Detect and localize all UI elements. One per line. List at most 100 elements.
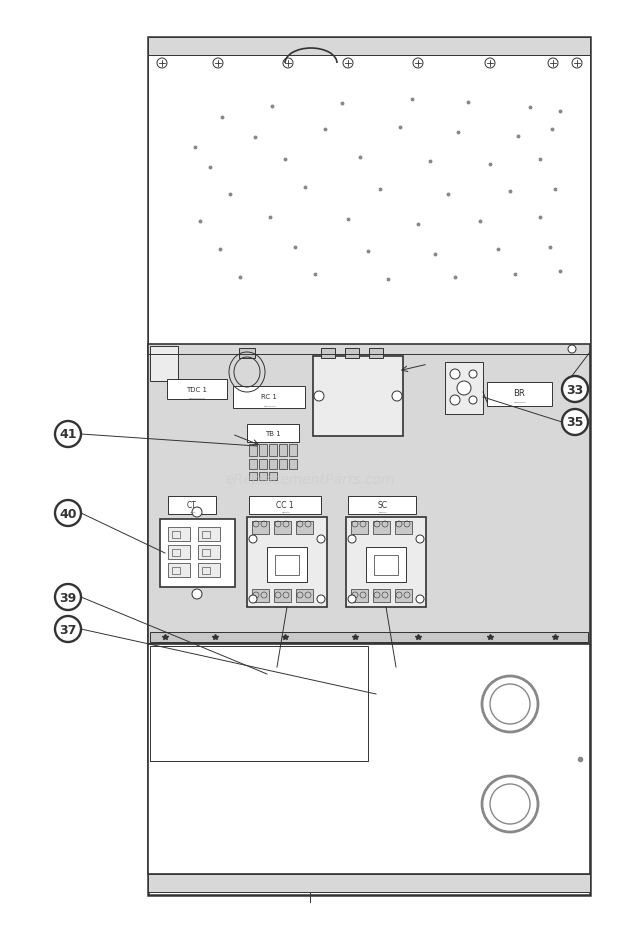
- Bar: [296, 522, 313, 535]
- Circle shape: [55, 500, 81, 526]
- Text: ________: ________: [188, 394, 205, 398]
- Bar: [259, 445, 267, 457]
- Bar: [369, 349, 383, 358]
- Text: ___: ___: [189, 509, 195, 512]
- Bar: [252, 522, 269, 535]
- Bar: [202, 567, 210, 574]
- Bar: [198, 527, 220, 541]
- Bar: [249, 496, 321, 514]
- Circle shape: [55, 421, 81, 447]
- Circle shape: [317, 596, 325, 603]
- Text: TDC 1: TDC 1: [187, 387, 208, 393]
- Bar: [168, 527, 190, 541]
- Circle shape: [348, 596, 356, 603]
- Bar: [279, 459, 287, 470]
- Circle shape: [482, 776, 538, 832]
- Circle shape: [343, 59, 353, 69]
- Bar: [259, 472, 267, 481]
- Text: 37: 37: [60, 623, 77, 636]
- Text: SC: SC: [377, 500, 387, 509]
- Bar: [445, 363, 483, 415]
- Circle shape: [249, 596, 257, 603]
- Text: TB 1: TB 1: [265, 431, 281, 436]
- Bar: [366, 548, 406, 583]
- Bar: [198, 563, 220, 577]
- Circle shape: [450, 369, 460, 380]
- Bar: [373, 589, 390, 602]
- Bar: [168, 563, 190, 577]
- Circle shape: [213, 59, 223, 69]
- Bar: [148, 874, 590, 892]
- Bar: [274, 589, 291, 602]
- Bar: [395, 522, 412, 535]
- Bar: [296, 589, 313, 602]
- Bar: [249, 472, 257, 481]
- Circle shape: [568, 345, 576, 354]
- Text: ______: ______: [513, 398, 525, 403]
- Bar: [269, 472, 277, 481]
- Bar: [168, 546, 190, 560]
- Circle shape: [562, 409, 588, 435]
- Circle shape: [416, 596, 424, 603]
- Circle shape: [469, 396, 477, 405]
- Circle shape: [283, 59, 293, 69]
- Circle shape: [157, 59, 167, 69]
- Bar: [168, 496, 216, 514]
- Bar: [252, 589, 269, 602]
- Text: eReplacementParts.com: eReplacementParts.com: [225, 472, 395, 486]
- Bar: [172, 567, 180, 574]
- Bar: [148, 38, 590, 895]
- Circle shape: [55, 616, 81, 642]
- Circle shape: [392, 392, 402, 402]
- Bar: [148, 38, 590, 56]
- Circle shape: [572, 59, 582, 69]
- Text: RC 1: RC 1: [261, 393, 277, 400]
- Bar: [233, 387, 305, 408]
- Bar: [167, 380, 227, 400]
- Bar: [239, 349, 255, 358]
- Circle shape: [485, 59, 495, 69]
- Text: 41: 41: [60, 428, 77, 441]
- Circle shape: [55, 585, 81, 611]
- Circle shape: [192, 589, 202, 599]
- Circle shape: [348, 535, 356, 544]
- Bar: [351, 522, 368, 535]
- Bar: [279, 445, 287, 457]
- Bar: [346, 518, 426, 607]
- Text: 33: 33: [567, 383, 583, 396]
- Circle shape: [192, 508, 202, 518]
- Circle shape: [490, 684, 530, 724]
- Bar: [289, 459, 297, 470]
- Bar: [172, 532, 180, 538]
- Bar: [487, 382, 552, 406]
- Bar: [148, 56, 590, 348]
- Bar: [150, 632, 588, 642]
- Bar: [348, 496, 416, 514]
- Circle shape: [314, 392, 324, 402]
- Bar: [269, 445, 277, 457]
- Bar: [160, 520, 235, 587]
- Bar: [275, 555, 299, 575]
- Text: CC 1: CC 1: [276, 500, 294, 509]
- Bar: [345, 349, 359, 358]
- Bar: [267, 548, 307, 583]
- Bar: [289, 445, 297, 457]
- Bar: [321, 349, 335, 358]
- Bar: [150, 347, 178, 381]
- Bar: [395, 589, 412, 602]
- Circle shape: [490, 784, 530, 824]
- Bar: [202, 532, 210, 538]
- Circle shape: [416, 535, 424, 544]
- Circle shape: [548, 59, 558, 69]
- Bar: [150, 646, 368, 761]
- Circle shape: [482, 677, 538, 732]
- Bar: [351, 589, 368, 602]
- Text: ____: ____: [378, 509, 386, 512]
- Text: 35: 35: [566, 416, 583, 429]
- Bar: [148, 644, 590, 874]
- Bar: [247, 518, 327, 607]
- Bar: [313, 356, 403, 436]
- Bar: [259, 459, 267, 470]
- Circle shape: [249, 535, 257, 544]
- Text: ______: ______: [263, 403, 275, 406]
